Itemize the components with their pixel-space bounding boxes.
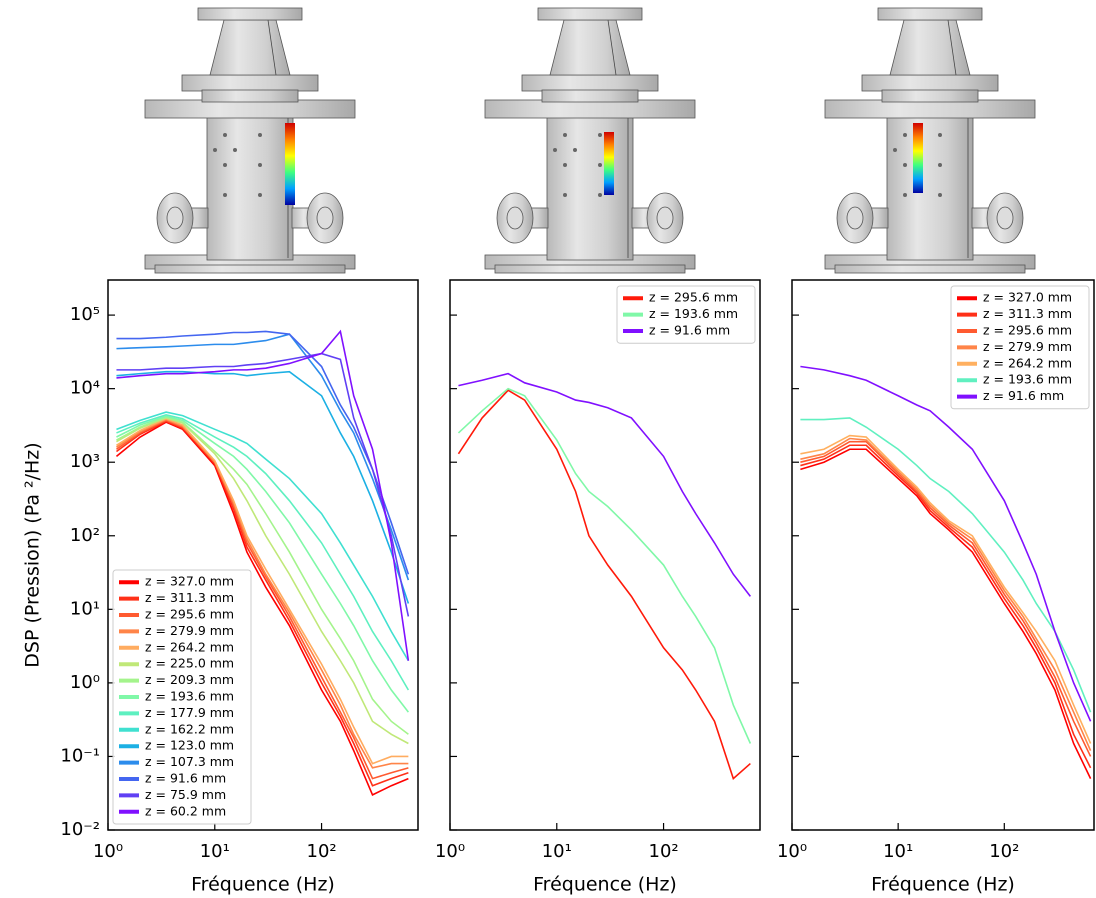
legend-label: z = 264.2 mm: [983, 355, 1072, 370]
series-line: [800, 434, 1092, 744]
series-line: [458, 372, 752, 597]
legend-label: z = 162.2 mm: [145, 721, 234, 736]
legend-label: z = 279.9 mm: [983, 339, 1072, 354]
legend-label: z = 123.0 mm: [145, 738, 234, 753]
series-line: [800, 437, 1092, 751]
y-tick-label: 10⁰: [70, 672, 100, 693]
x-tick-label: 10⁰: [93, 841, 123, 862]
series-line: [116, 418, 409, 769]
legend-label: z = 295.6 mm: [983, 323, 1072, 338]
legend-label: z = 327.0 mm: [145, 574, 234, 589]
legend-label: z = 327.0 mm: [983, 290, 1072, 305]
legend-label: z = 107.3 mm: [145, 754, 234, 769]
series-line: [116, 333, 410, 581]
series-line: [116, 330, 410, 575]
legend-box: [950, 285, 1090, 410]
legend-label: z = 193.6 mm: [649, 306, 738, 321]
series-line: [116, 329, 410, 661]
legend-label: z = 209.3 mm: [145, 672, 234, 687]
legend-label: z = 91.6 mm: [145, 771, 226, 786]
x-tick-label: 10⁰: [435, 841, 465, 862]
x-axis-label: Fréquence (Hz): [533, 874, 677, 896]
legend-label: z = 264.2 mm: [145, 639, 234, 654]
series-line: [116, 417, 409, 765]
legend-box: [112, 569, 252, 825]
axes-frame: [791, 279, 1095, 831]
series-line: [116, 411, 410, 662]
series-line: [116, 352, 410, 617]
y-tick-label: 10¹: [70, 598, 100, 619]
plot-area: [115, 329, 410, 796]
model-image: [824, 7, 1036, 274]
series-line: [800, 444, 1092, 769]
legend-label: z = 311.3 mm: [145, 590, 234, 605]
series-line: [115, 421, 409, 796]
series-line: [116, 415, 410, 713]
y-tick-label: 10³: [70, 451, 100, 472]
y-axis-label: DSP (Pression) (Pa ²/Hz): [22, 442, 44, 667]
x-axis-label: Fréquence (Hz): [871, 874, 1015, 896]
x-tick-label: 10²: [649, 841, 679, 862]
x-tick-label: 10¹: [200, 841, 230, 862]
series-line: [116, 419, 409, 780]
legend-label: z = 295.6 mm: [145, 607, 234, 622]
x-tick-label: 10⁰: [777, 841, 807, 862]
series-line: [116, 414, 410, 691]
model-image: [484, 7, 696, 274]
series-line: [116, 370, 410, 604]
x-tick-label: 10²: [989, 841, 1019, 862]
legend-label: z = 225.0 mm: [145, 656, 234, 671]
legend-label: z = 193.6 mm: [145, 689, 234, 704]
series-line: [800, 440, 1092, 757]
legend-label: z = 91.6 mm: [649, 323, 730, 338]
model-image: [144, 7, 356, 274]
legend-label: z = 295.6 mm: [649, 290, 738, 305]
series-line: [800, 365, 1092, 722]
legend-label: z = 193.6 mm: [983, 372, 1072, 387]
legend-label: z = 279.9 mm: [145, 623, 234, 638]
x-tick-label: 10²: [307, 841, 337, 862]
legend: z = 295.6 mmz = 193.6 mm z = 91.6 mm: [616, 285, 756, 344]
legend-label: z = 60.2 mm: [145, 803, 226, 818]
series-line: [115, 420, 409, 787]
plot-area: [457, 372, 752, 780]
colorbar: [913, 123, 923, 193]
y-tick-label: 10⁴: [70, 378, 100, 399]
series-line: [800, 448, 1092, 779]
legend-box: [616, 285, 756, 344]
series-line: [457, 387, 752, 744]
x-axis-label: Fréquence (Hz): [191, 874, 335, 896]
legend-label: z = 177.9 mm: [145, 705, 234, 720]
axes-frame: [449, 279, 761, 831]
series-line: [116, 416, 409, 735]
legend-label: z = 75.9 mm: [145, 787, 226, 802]
legend: z = 327.0 mmz = 311.3 mmz = 295.6 mmz = …: [112, 569, 252, 825]
plot-area: [800, 365, 1092, 779]
x-tick-label: 10¹: [883, 841, 913, 862]
series-line: [457, 389, 751, 780]
legend-label: z = 91.6 mm: [983, 388, 1064, 403]
series-line: [116, 417, 409, 745]
axes-frame: [107, 279, 419, 831]
y-tick-label: 10⁻²: [60, 819, 100, 840]
y-tick-label: 10⁻¹: [60, 745, 100, 766]
colorbar: [604, 132, 614, 195]
legend: z = 327.0 mmz = 311.3 mmz = 295.6 mmz = …: [950, 285, 1090, 410]
y-tick-label: 10²: [70, 525, 100, 546]
colorbar: [285, 123, 295, 205]
y-tick-label: 10⁵: [70, 304, 100, 325]
legend-label: z = 311.3 mm: [983, 306, 1072, 321]
series-line: [800, 417, 1092, 713]
x-tick-label: 10¹: [542, 841, 572, 862]
